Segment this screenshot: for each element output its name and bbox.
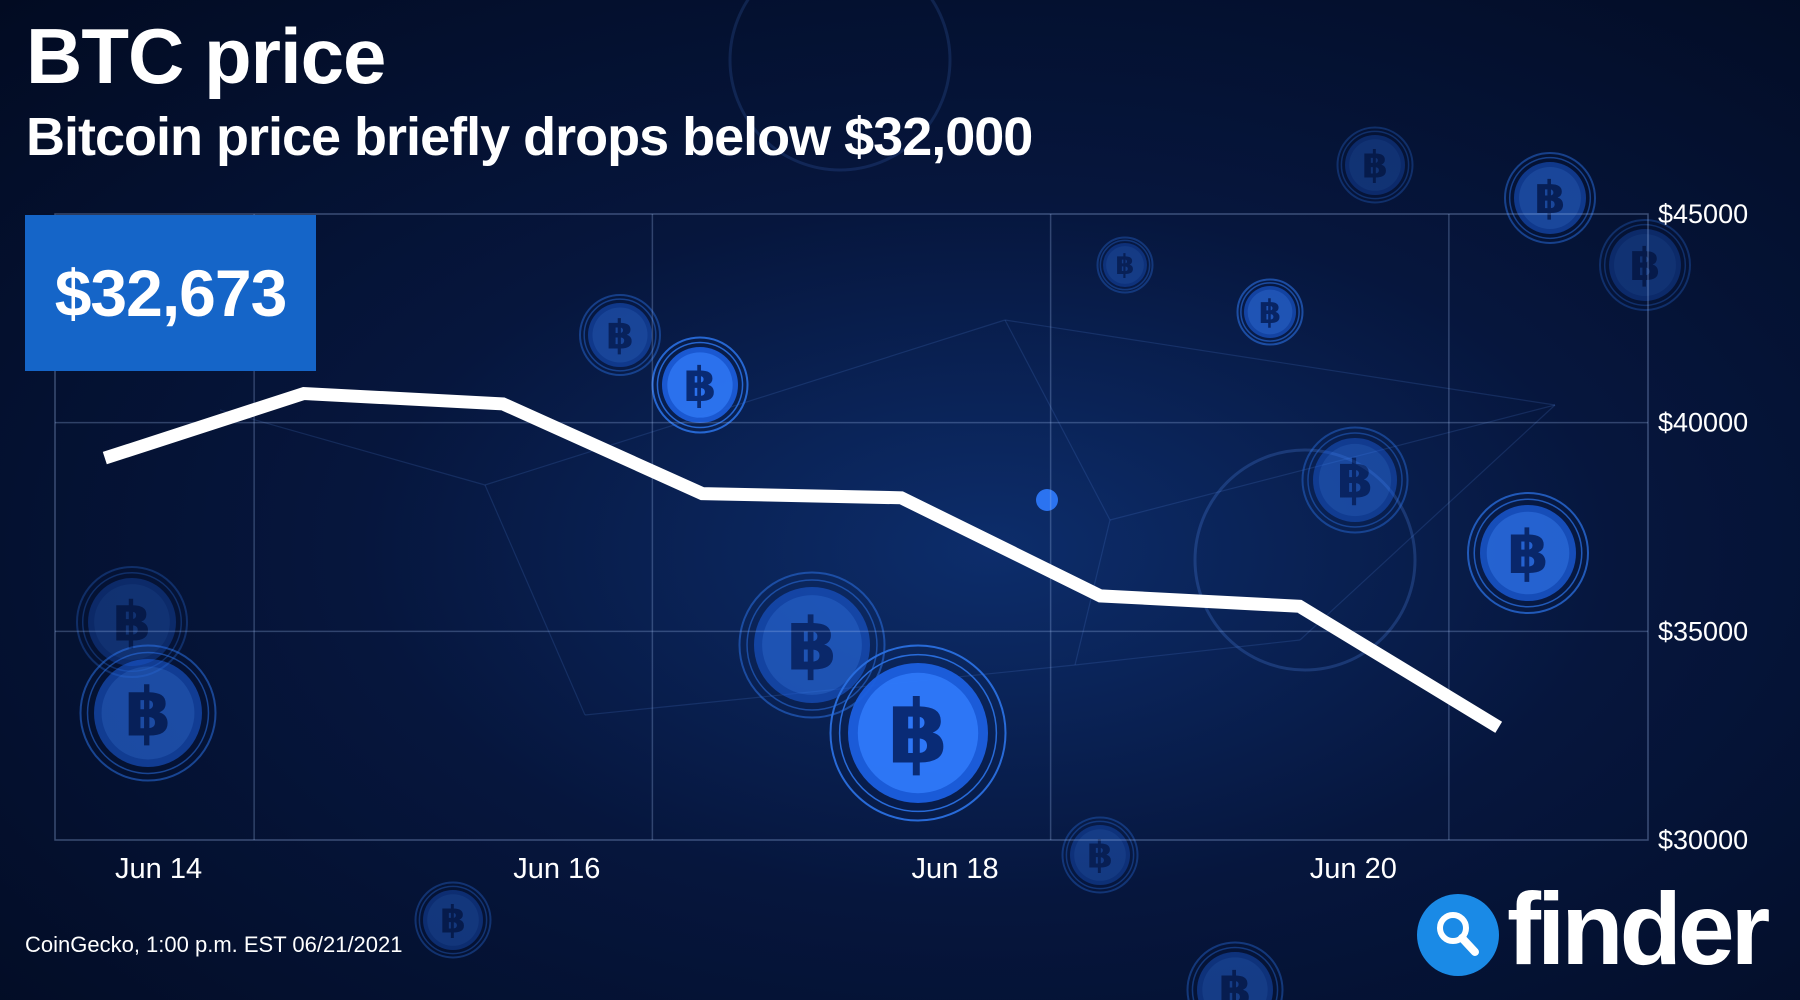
bitcoin-coin-icon: ฿ <box>1336 126 1414 204</box>
svg-text:฿: ฿ <box>1087 833 1113 877</box>
x-tick-label: Jun 16 <box>513 853 600 885</box>
x-tick-label: Jun 18 <box>912 853 999 885</box>
y-tick-label: $40000 <box>1658 408 1748 438</box>
bitcoin-coin-icon: ฿ <box>829 644 1007 822</box>
bitcoin-coin-icon: ฿ <box>1599 219 1691 311</box>
svg-text:฿: ฿ <box>440 898 466 942</box>
svg-text:฿: ฿ <box>1218 963 1251 1000</box>
plot-frame <box>54 213 1649 841</box>
bitcoin-coin-icon: ฿ <box>1096 236 1154 294</box>
x-tick-label: Jun 14 <box>115 853 202 885</box>
y-tick-label: $30000 <box>1658 825 1748 855</box>
bitcoin-coin-icon: ฿ <box>1186 941 1284 1000</box>
svg-text:฿: ฿ <box>1259 293 1282 331</box>
finder-wordmark: finder <box>1507 872 1770 986</box>
svg-text:฿: ฿ <box>113 589 151 653</box>
bitcoin-coin-icon: ฿ <box>1467 492 1589 614</box>
data-source-note: CoinGecko, 1:00 p.m. EST 06/21/2021 <box>25 932 403 957</box>
bitcoin-coin-icon: ฿ <box>1061 816 1139 894</box>
bitcoin-coin-icon: ฿ <box>1504 152 1596 244</box>
bitcoin-coin-icon: ฿ <box>76 566 188 678</box>
svg-text:฿: ฿ <box>125 673 172 752</box>
bitcoin-coin-icon: ฿ <box>1236 278 1304 346</box>
svg-text:฿: ฿ <box>1362 143 1388 187</box>
bitcoin-coin-icon: ฿ <box>738 571 886 719</box>
bitcoin-coin-icon: ฿ <box>414 881 492 959</box>
svg-text:฿: ฿ <box>1507 518 1549 588</box>
svg-text:฿: ฿ <box>888 681 949 783</box>
y-tick-label: $35000 <box>1658 616 1748 646</box>
magnifier-icon <box>1417 894 1499 976</box>
svg-text:฿: ฿ <box>1629 238 1660 291</box>
svg-text:฿: ฿ <box>787 603 837 687</box>
current-price-badge: $32,673 <box>25 215 316 371</box>
svg-text:฿: ฿ <box>1534 171 1565 224</box>
y-tick-label: $45000 <box>1658 199 1748 229</box>
svg-text:฿: ฿ <box>1115 249 1134 281</box>
bitcoin-coin-icon: ฿ <box>651 336 749 434</box>
bitcoin-coin-icon: ฿ <box>1301 426 1409 534</box>
bitcoin-coin-icon: ฿ <box>79 644 217 782</box>
finder-logo: finder <box>1417 872 1787 990</box>
svg-text:฿: ฿ <box>683 358 716 413</box>
bitcoin-coin-icon: ฿ <box>579 294 661 376</box>
btc-price-line <box>102 386 1503 733</box>
svg-text:฿: ฿ <box>606 312 634 358</box>
svg-text:฿: ฿ <box>1337 450 1374 511</box>
x-tick-label: Jun 20 <box>1310 853 1397 885</box>
chart-title: BTC price <box>26 12 386 100</box>
chart-subtitle: Bitcoin price briefly drops below $32,00… <box>26 107 1033 167</box>
current-price-value: $32,673 <box>54 256 288 330</box>
